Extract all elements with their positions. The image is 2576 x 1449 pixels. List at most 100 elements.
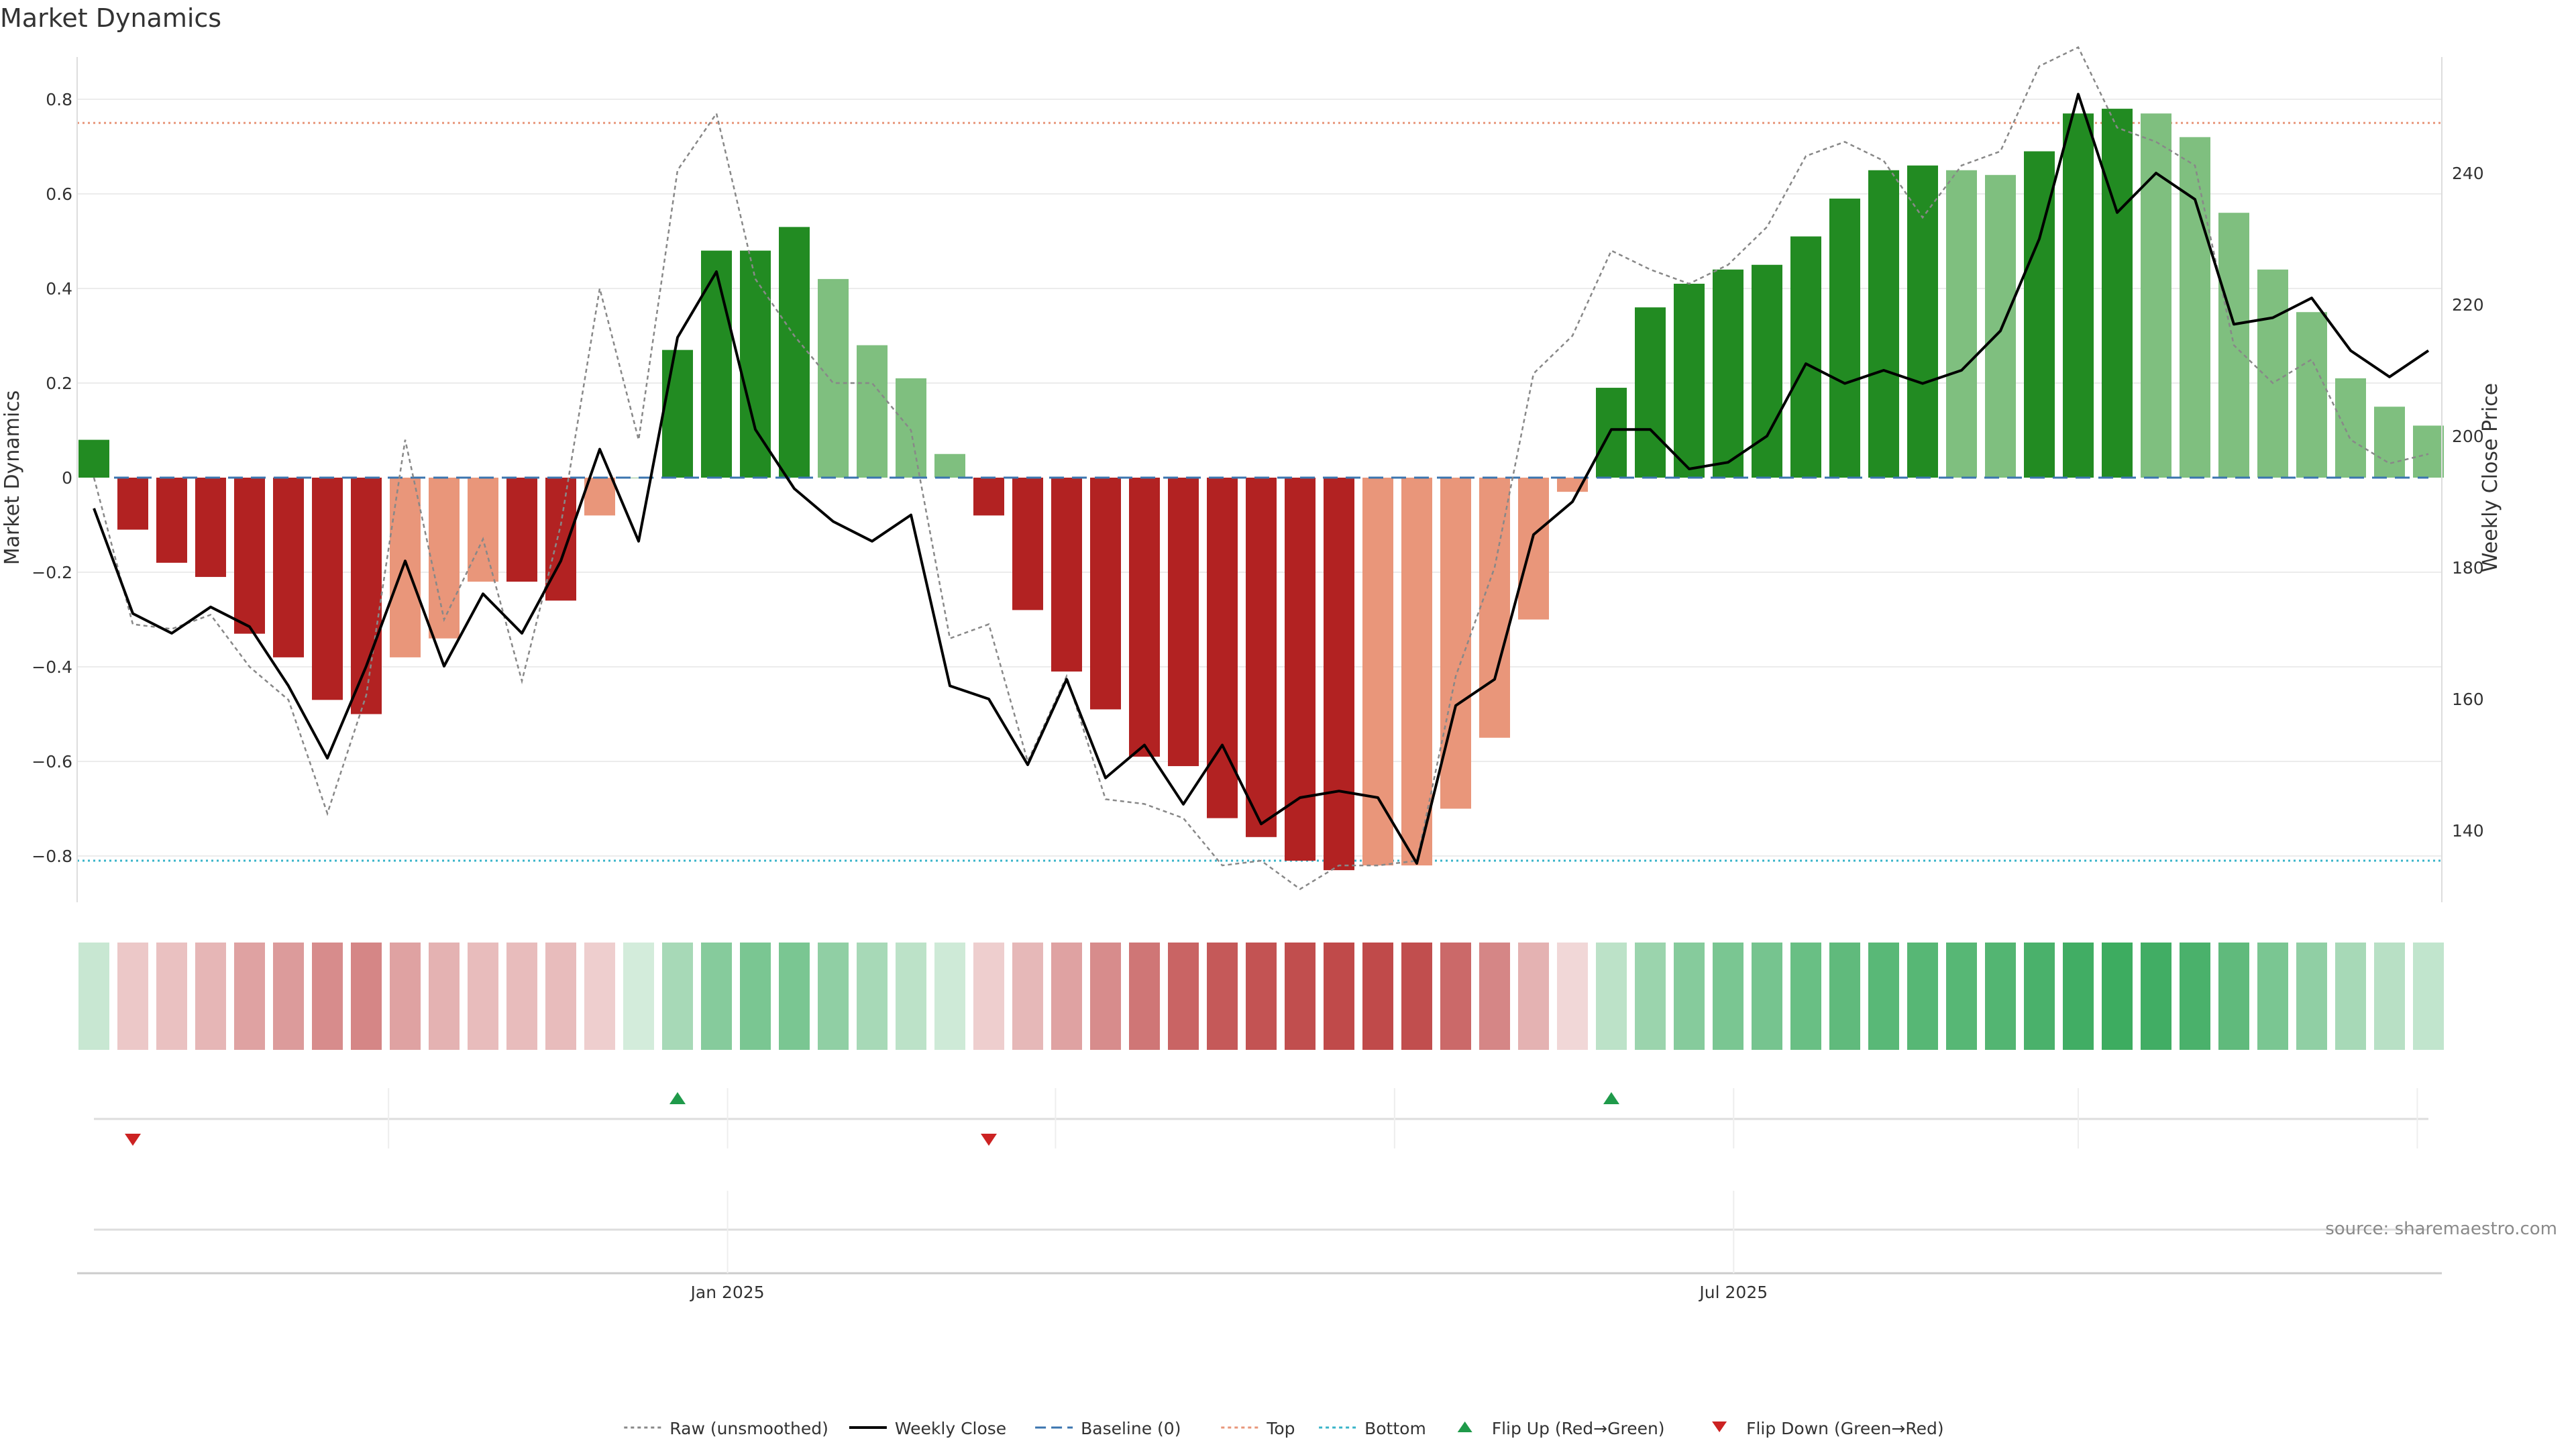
- dynamics-bar: [1012, 478, 1043, 610]
- flip-up-marker: [1603, 1092, 1619, 1104]
- dynamics-bar: [857, 345, 888, 478]
- heat-cell: [2024, 943, 2055, 1050]
- dynamics-bar: [1985, 174, 2016, 478]
- heat-cell: [701, 943, 732, 1050]
- dynamics-bar: [234, 478, 265, 634]
- dynamics-bar: [2063, 113, 2094, 478]
- y-tick-right-label: 180: [2452, 558, 2484, 578]
- y-tick-left-label: 0.8: [46, 90, 72, 109]
- dynamics-bar: [779, 227, 810, 478]
- legend-item: Flip Down (Green→Red): [1712, 1419, 1944, 1438]
- heat-cell: [1790, 943, 1821, 1050]
- dynamics-bar: [2296, 312, 2327, 478]
- dynamics-bar: [1713, 269, 1743, 478]
- series-lines: [93, 46, 2430, 890]
- heat-cell: [2141, 943, 2171, 1050]
- legend-swatch: [1712, 1421, 1727, 1432]
- dynamics-bar: [584, 478, 615, 516]
- dynamics-bar: [2335, 378, 2366, 478]
- heat-cell: [779, 943, 810, 1050]
- dynamics-bar: [1946, 170, 1977, 478]
- heat-cell: [1907, 943, 1938, 1050]
- dynamics-bar: [1246, 478, 1277, 837]
- legend-item: Weekly Close: [849, 1419, 1006, 1438]
- legend-label: Flip Down (Green→Red): [1746, 1419, 1944, 1438]
- dynamics-bar: [2257, 269, 2288, 478]
- dynamics-bar: [2141, 113, 2171, 478]
- heat-cell: [934, 943, 965, 1050]
- dynamics-bar: [1440, 478, 1471, 809]
- heat-cell: [857, 943, 888, 1050]
- y-tick-left-label: 0.6: [46, 184, 72, 204]
- heat-cell: [2413, 943, 2444, 1050]
- y-tick-left-label: −0.4: [32, 657, 72, 677]
- dynamics-bar: [740, 250, 771, 478]
- x-tick-label: Jan 2025: [690, 1283, 765, 1302]
- dynamics-bar: [2374, 407, 2405, 478]
- heat-cell: [2218, 943, 2249, 1050]
- heat-cell: [1324, 943, 1354, 1050]
- dynamics-bar: [78, 439, 109, 478]
- source-note: source: sharemaestro.com: [2325, 1219, 2557, 1239]
- heat-cell: [896, 943, 926, 1050]
- heat-cell: [1985, 943, 2016, 1050]
- heat-cell: [351, 943, 382, 1050]
- y-axis-right-title: Weekly Close Price: [2479, 383, 2502, 572]
- dynamics-bar: [1907, 165, 1938, 478]
- dynamics-bar: [1168, 478, 1199, 767]
- legend-item: Top: [1221, 1419, 1295, 1438]
- heat-cell: [1051, 943, 1082, 1050]
- y-axis-left-title: Market Dynamics: [1, 390, 24, 566]
- dynamics-bar: [1324, 478, 1354, 871]
- y-tick-right-label: 160: [2452, 690, 2484, 709]
- heat-cell: [818, 943, 849, 1050]
- heat-cell: [1168, 943, 1199, 1050]
- weekly-close-line: [93, 93, 2430, 865]
- y-tick-right-label: 200: [2452, 427, 2484, 446]
- legend: Raw (unsmoothed) Weekly Close Baseline (0)…: [624, 1419, 1944, 1438]
- dynamics-bar: [312, 478, 343, 700]
- y-tick-left-label: 0: [62, 468, 72, 488]
- heat-cell: [1596, 943, 1627, 1050]
- dynamics-bar: [1285, 478, 1316, 861]
- dynamics-bar: [1479, 478, 1510, 738]
- heat-cell: [2257, 943, 2288, 1050]
- heat-cell: [2374, 943, 2405, 1050]
- dynamics-bar: [2180, 137, 2210, 478]
- heat-cell: [312, 943, 343, 1050]
- legend-label: Weekly Close: [895, 1419, 1006, 1438]
- heat-cell: [1090, 943, 1121, 1050]
- heat-cell: [1829, 943, 1860, 1050]
- dynamics-bar: [1518, 478, 1549, 620]
- dynamics-bar: [662, 350, 693, 478]
- y-tick-right-label: 220: [2452, 295, 2484, 315]
- heat-cell: [1285, 943, 1316, 1050]
- y-tick-right-label: 240: [2452, 164, 2484, 183]
- dynamics-bar: [351, 478, 382, 714]
- dynamics-bar: [117, 478, 148, 530]
- dynamics-bar: [429, 478, 460, 639]
- dynamics-bar: [390, 478, 421, 657]
- heat-cell: [1713, 943, 1743, 1050]
- heat-cell: [1635, 943, 1666, 1050]
- flip-down-marker: [125, 1134, 141, 1146]
- y-tick-left-label: −0.2: [32, 563, 72, 582]
- dynamics-bar: [1090, 478, 1121, 710]
- heat-cell: [2335, 943, 2366, 1050]
- dynamics-bar: [701, 250, 732, 478]
- dynamics-bar: [2413, 425, 2444, 478]
- heat-cell: [117, 943, 148, 1050]
- dynamics-bar: [468, 478, 498, 582]
- legend-item: Flip Up (Red→Green): [1457, 1419, 1665, 1438]
- heat-cell: [273, 943, 304, 1050]
- heat-cell: [1401, 943, 1432, 1050]
- dynamics-bar: [818, 278, 849, 478]
- dynamics-bar: [1362, 478, 1393, 866]
- y-tick-left-label: 0.2: [46, 374, 72, 393]
- x-tick-label: Jul 2025: [1698, 1283, 1768, 1302]
- heat-cell: [195, 943, 226, 1050]
- dynamics-bar: [156, 478, 187, 563]
- heat-cell: [1479, 943, 1510, 1050]
- heat-cell: [1246, 943, 1277, 1050]
